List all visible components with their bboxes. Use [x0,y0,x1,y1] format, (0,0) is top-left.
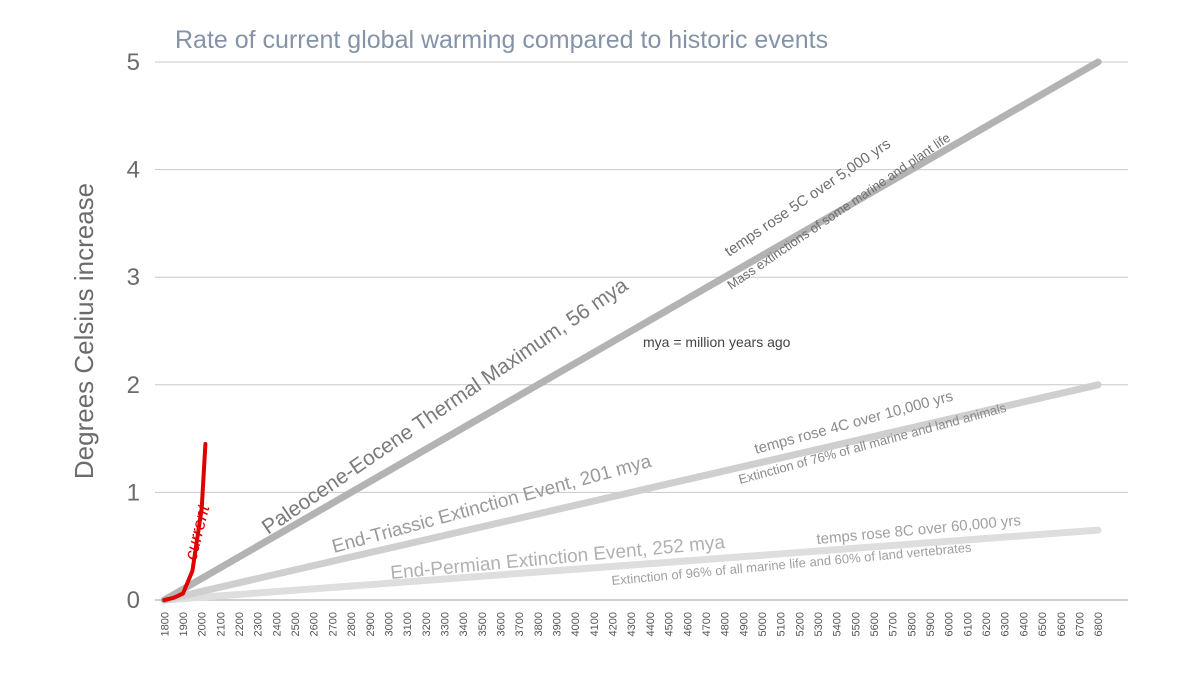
y-tick-label: 1 [127,479,140,506]
x-tick-label: 2800 [346,612,358,636]
petm-name-label: Paleocene-Eocene Thermal Maximum, 56 mya [258,274,632,540]
x-tick-label: 4000 [570,612,582,636]
x-tick-label: 3000 [383,612,395,636]
x-tick-label: 5500 [850,612,862,636]
x-tick-label: 4400 [645,612,657,636]
x-tick-label: 5700 [888,612,900,636]
series-line-permian [160,526,1102,604]
series-line-triassic [160,381,1102,604]
x-tick-label: 5900 [925,612,937,636]
x-tick-label: 6700 [1074,612,1086,636]
series-line-petm [160,58,1102,604]
x-tick-label: 6300 [1000,612,1012,636]
current-label: current [180,502,213,562]
x-tick-label: 5100 [776,612,788,636]
x-tick-label: 4500 [664,612,676,636]
triassic-name-label: End-Triassic Extinction Event, 201 mya [330,451,654,558]
x-tick-label: 3500 [477,612,489,636]
x-tick-label: 1900 [178,612,190,636]
x-tick-label: 4900 [738,612,750,636]
x-tick-label: 5600 [869,612,881,636]
x-tick-label: 4800 [720,612,732,636]
gridlines [155,61,1128,601]
x-tick-label: 5300 [813,612,825,636]
y-tick-label: 4 [127,157,140,184]
x-tick-label: 4200 [608,612,620,636]
series-line-current [162,442,208,602]
x-tick-label: 3300 [439,612,451,636]
x-tick-label: 3700 [514,612,526,636]
x-tick-label: 2300 [253,612,265,636]
x-tick-label: 6600 [1056,612,1068,636]
series-lines [160,58,1102,604]
x-tick-label: 2200 [234,612,246,636]
y-axis-ticks: 0 1 2 3 4 5 [127,49,140,614]
y-tick-label: 3 [127,264,140,291]
x-tick-label: 2100 [215,612,227,636]
x-tick-label: 2000 [197,612,209,636]
x-tick-label: 2500 [290,612,302,636]
x-tick-label: 4600 [682,612,694,636]
x-tick-label: 4100 [589,612,601,636]
y-axis-label: Degrees Celsius increase [69,183,99,479]
x-tick-label: 2700 [327,612,339,636]
x-tick-label: 5800 [906,612,918,636]
x-tick-label: 6000 [944,612,956,636]
x-tick-label: 5000 [757,612,769,636]
x-tick-label: 3800 [533,612,545,636]
x-tick-label: 3900 [552,612,564,636]
x-tick-label: 5400 [832,612,844,636]
x-tick-label: 6200 [981,612,993,636]
x-tick-label: 2900 [365,612,377,636]
x-axis-ticks: 1800 1900 2000 2100 2200 2300 2400 2500 2600 2700… [159,612,1105,636]
x-tick-label: 6500 [1037,612,1049,636]
x-tick-label: 1800 [159,612,171,636]
x-tick-label: 3400 [458,612,470,636]
petm-effect-label: Mass extinctions of some marine and plan… [724,130,953,293]
x-tick-label: 4300 [626,612,638,636]
x-tick-label: 3200 [421,612,433,636]
y-tick-label: 5 [127,49,140,76]
x-tick-label: 6400 [1018,612,1030,636]
x-tick-label: 2600 [309,612,321,636]
x-tick-label: 5200 [794,612,806,636]
x-tick-label: 3600 [495,612,507,636]
x-tick-label: 2400 [271,612,283,636]
x-tick-label: 6100 [962,612,974,636]
x-tick-label: 4700 [701,612,713,636]
x-tick-label: 6800 [1093,612,1105,636]
mya-note: mya = million years ago [643,334,791,350]
chart-title: Rate of current global warming compared … [175,26,828,54]
y-tick-label: 0 [127,587,140,614]
y-tick-label: 2 [127,372,140,399]
x-tick-label: 3100 [402,612,414,636]
